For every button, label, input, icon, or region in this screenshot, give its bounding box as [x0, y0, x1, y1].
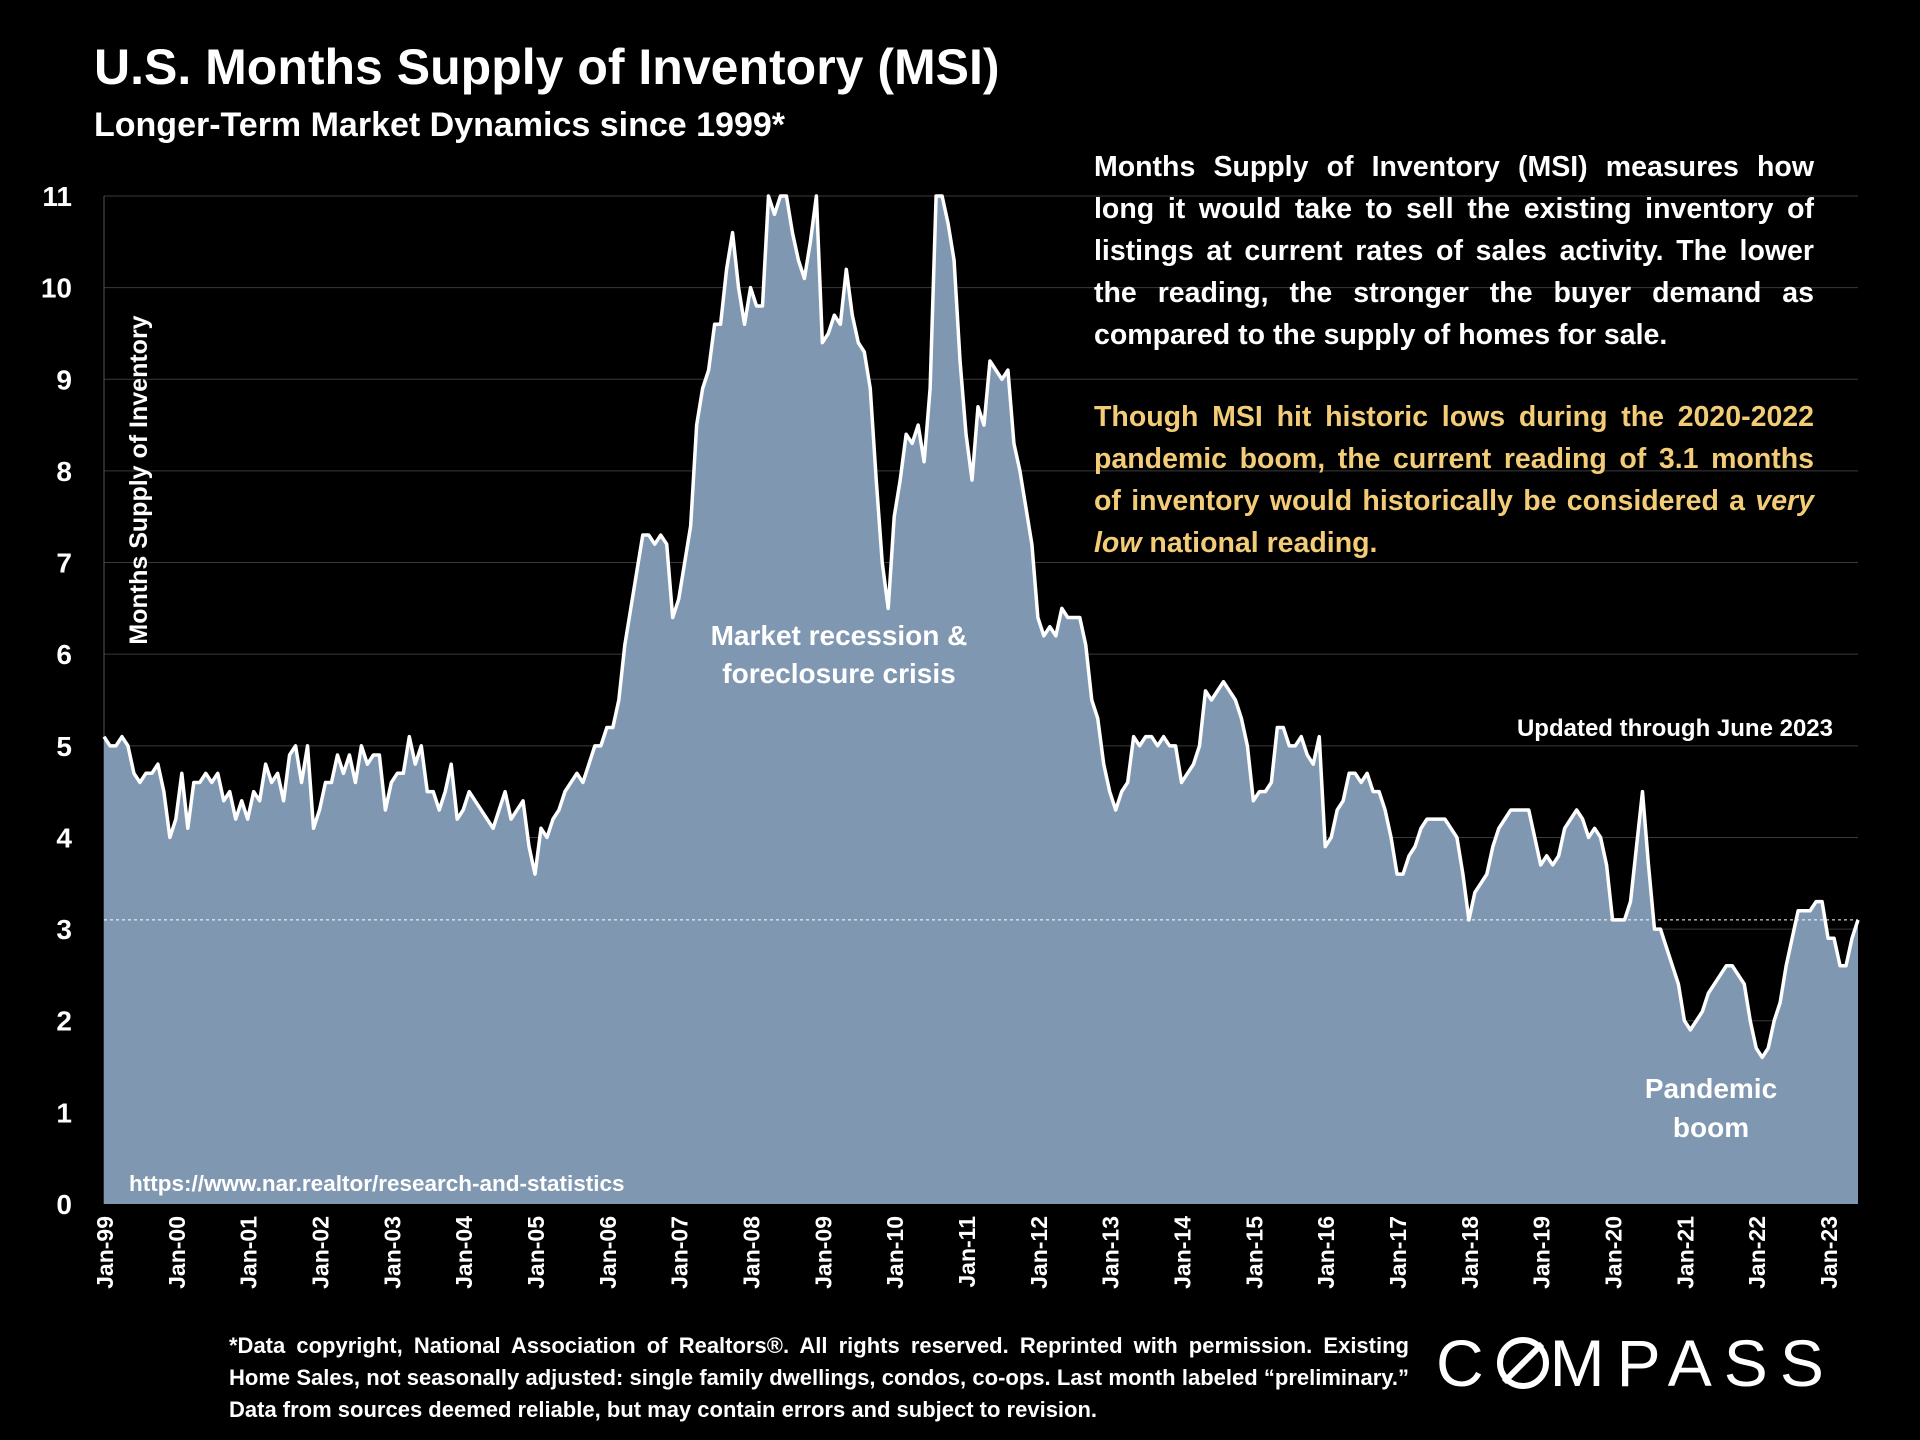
x-tick-Jan-16: Jan-16: [1313, 1216, 1339, 1289]
annotation-recession-1: Market recession &: [711, 620, 968, 651]
y-tick-5: 5: [56, 731, 72, 762]
annotation-pandemic-1: Pandemic: [1645, 1073, 1777, 1104]
msi-line: [102, 194, 1860, 1060]
y-tick-6: 6: [56, 639, 72, 670]
x-tick-Jan-18: Jan-18: [1457, 1216, 1483, 1289]
x-axis-ticks: Jan-99 Jan-00 Jan-01 Jan-02 Jan-03 Jan-04 Jan-…: [92, 1216, 1842, 1289]
annotation-pandemic-2: boom: [1673, 1112, 1749, 1143]
footnote: *Data copyright, National Association of…: [229, 1333, 1409, 1422]
compass-o-logo-icon: [1496, 1325, 1550, 1401]
x-tick-Jan-17: Jan-17: [1385, 1216, 1411, 1289]
y-tick-11: 11: [42, 181, 72, 212]
x-tick-Jan-08: Jan-08: [739, 1216, 765, 1289]
x-tick-Jan-22: Jan-22: [1744, 1216, 1770, 1289]
annotation-updated: Updated through June 2023: [1517, 715, 1833, 742]
x-tick-Jan-11: Jan-11: [954, 1216, 980, 1288]
x-tick-Jan-21: Jan-21: [1672, 1216, 1698, 1289]
y-axis-ticks: 0 1 2 3 4 5 6 7 8 9 10 11: [41, 181, 73, 1220]
x-tick-Jan-10: Jan-10: [882, 1216, 908, 1289]
x-tick-Jan-14: Jan-14: [1170, 1216, 1196, 1289]
x-tick-Jan-23: Jan-23: [1816, 1216, 1842, 1289]
y-tick-2: 2: [56, 1006, 72, 1037]
x-tick-Jan-06: Jan-06: [595, 1216, 621, 1289]
annotation-recession-2: foreclosure crisis: [722, 658, 955, 689]
y-tick-4: 4: [56, 822, 72, 853]
chart-title: U.S. Months Supply of Inventory (MSI): [94, 39, 1000, 95]
x-tick-Jan-07: Jan-07: [667, 1216, 693, 1289]
info-paragraph-2-part-1: Though MSI hit historic lows during the …: [1094, 401, 1814, 517]
y-tick-10: 10: [41, 273, 72, 304]
compass-logo-c: C: [1436, 1326, 1496, 1400]
y-tick-8: 8: [56, 456, 72, 487]
info-paragraph-current-reading: Though MSI hit historic lows during the …: [1094, 396, 1814, 564]
y-tick-1: 1: [56, 1097, 72, 1128]
x-tick-Jan-05: Jan-05: [523, 1216, 549, 1289]
info-paragraph-2-part-2: national reading.: [1141, 527, 1378, 559]
compass-logo: C MPASS: [1436, 1325, 1836, 1401]
x-tick-Jan-01: Jan-01: [236, 1216, 262, 1289]
source-url: https://www.nar.realtor/research-and-sta…: [129, 1171, 625, 1196]
x-tick-Jan-15: Jan-15: [1241, 1216, 1267, 1289]
x-tick-Jan-20: Jan-20: [1601, 1216, 1627, 1289]
info-paragraph-definition: Months Supply of Inventory (MSI) measure…: [1094, 151, 1814, 351]
x-tick-Jan-13: Jan-13: [1098, 1216, 1124, 1289]
x-tick-Jan-03: Jan-03: [379, 1216, 405, 1289]
x-tick-Jan-02: Jan-02: [308, 1216, 334, 1289]
x-tick-Jan-00: Jan-00: [164, 1216, 190, 1289]
x-tick-Jan-04: Jan-04: [451, 1216, 477, 1289]
y-tick-3: 3: [56, 914, 72, 945]
info-emphasis: very low: [1094, 485, 1814, 559]
x-tick-Jan-12: Jan-12: [1026, 1216, 1052, 1289]
msi-area: [104, 196, 1858, 1204]
y-axis-label: Months Supply of Inventory: [125, 315, 153, 644]
x-tick-Jan-99: Jan-99: [92, 1216, 118, 1289]
y-tick-7: 7: [56, 548, 72, 579]
x-tick-Jan-09: Jan-09: [810, 1216, 836, 1289]
x-tick-Jan-19: Jan-19: [1529, 1216, 1555, 1289]
compass-logo-mpass: MPASS: [1549, 1326, 1836, 1400]
y-tick-0: 0: [56, 1189, 72, 1220]
y-tick-9: 9: [56, 364, 72, 395]
chart-subtitle: Longer-Term Market Dynamics since 1999*: [94, 106, 785, 144]
